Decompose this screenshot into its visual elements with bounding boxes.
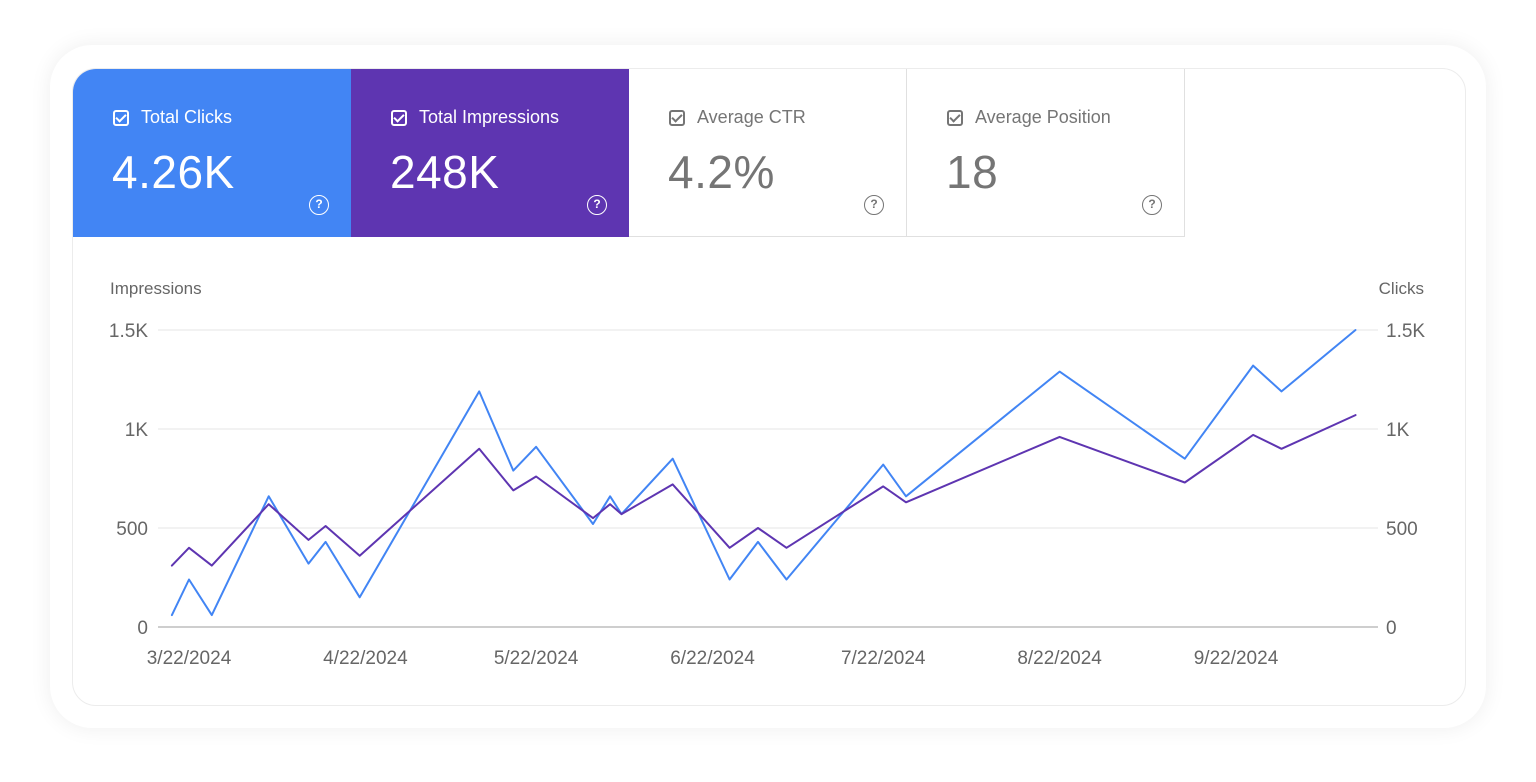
help-icon[interactable]: ? — [587, 195, 607, 215]
metric-label-row: Average Position — [947, 107, 1111, 128]
metric-card-total-clicks[interactable]: Total Clicks 4.26K ? — [73, 69, 351, 237]
series-lines — [170, 329, 1357, 617]
y-tick-label-right: 1K — [1386, 420, 1410, 441]
metric-card-average-ctr[interactable]: Average CTR 4.2% ? — [629, 69, 907, 237]
help-icon[interactable]: ? — [309, 195, 329, 215]
metric-value: 248K — [390, 146, 500, 198]
metric-label-row: Total Impressions — [391, 107, 559, 128]
y-tick-label-right: 1.5K — [1386, 321, 1425, 342]
x-tick-label: 3/22/2024 — [147, 648, 232, 669]
x-tick-label: 6/22/2024 — [670, 648, 755, 669]
y-tick-label-right: 500 — [1386, 519, 1418, 540]
x-tick-label: 8/22/2024 — [1017, 648, 1102, 669]
metric-card-total-impressions[interactable]: Total Impressions 248K ? — [351, 69, 629, 237]
checkbox-checked-icon[interactable] — [669, 109, 685, 126]
x-tick-label: 9/22/2024 — [1194, 648, 1279, 669]
series-line-1 — [170, 414, 1357, 567]
y-axis-title-right: Clicks — [1379, 279, 1424, 298]
series-line-0 — [170, 329, 1357, 617]
y-tick-label-left: 1.5K — [109, 321, 148, 342]
y-tick-label-right: 0 — [1386, 618, 1397, 639]
y-axis-title-left: Impressions — [110, 279, 202, 298]
y-tick-label-left: 500 — [116, 519, 148, 540]
performance-panel: Total Clicks 4.26K ? Total Impressions 2… — [72, 68, 1466, 706]
checkbox-checked-icon[interactable] — [113, 109, 129, 126]
x-tick-label: 5/22/2024 — [494, 648, 579, 669]
x-tick-label: 7/22/2024 — [841, 648, 926, 669]
y-tick-label-left: 0 — [137, 618, 148, 639]
metric-label-row: Total Clicks — [113, 107, 232, 128]
axis-labels: 0 0 500 500 1K 1K 1.5K 1.5K Impressions Clicks 3/2… — [109, 279, 1426, 669]
metric-label: Total Impressions — [419, 107, 560, 127]
metric-card-average-position[interactable]: Average Position 18 ? — [907, 69, 1185, 237]
help-icon[interactable]: ? — [864, 195, 884, 215]
help-icon[interactable]: ? — [1142, 195, 1162, 215]
metric-cards: Total Clicks 4.26K ? Total Impressions 2… — [73, 69, 1185, 237]
metric-label: Total Clicks — [141, 107, 233, 127]
metric-value: 4.26K — [112, 146, 235, 198]
metric-label-row: Average CTR — [669, 107, 806, 128]
checkbox-checked-icon[interactable] — [947, 109, 963, 126]
metric-value: 4.2% — [668, 146, 775, 198]
checkbox-checked-icon[interactable] — [391, 109, 407, 126]
y-tick-label-left: 1K — [125, 420, 149, 441]
metric-label: Average CTR — [697, 107, 806, 127]
metric-value: 18 — [946, 146, 999, 198]
metric-label: Average Position — [975, 107, 1111, 127]
grid-lines — [158, 329, 1378, 628]
x-tick-label: 4/22/2024 — [323, 648, 408, 669]
